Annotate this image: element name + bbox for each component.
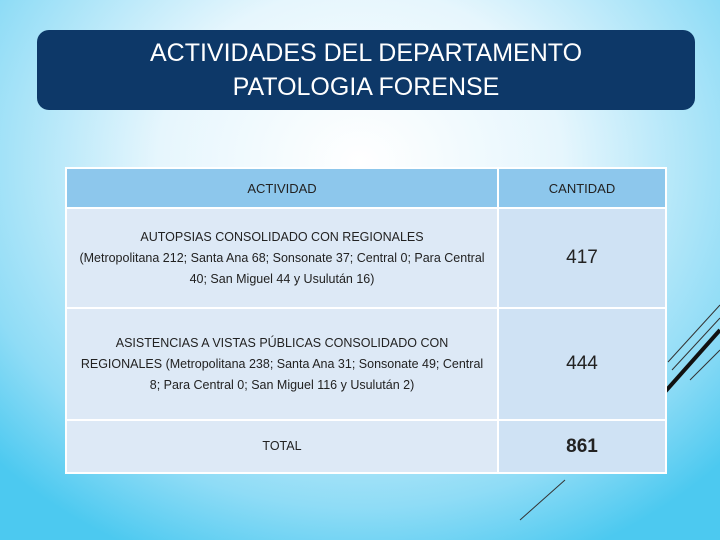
activity: AUTOPSIAS CONSOLIDADO CON REGIONALES — [140, 229, 424, 244]
deco-line — [671, 317, 720, 371]
row: AUTOPSIAS CONSOLIDADO CON REGIONALES (Met… — [65, 207, 667, 309]
total-amount: 861 — [497, 419, 667, 474]
total-label: TOTAL — [65, 419, 499, 474]
deco-line — [689, 349, 720, 381]
row: ASISTENCIAS A VISTAS PÚBLICAS CONSOLIDAD… — [65, 307, 667, 421]
activity-cell: AUTOPSIAS CONSOLIDADO CON REGIONALES (Met… — [65, 207, 499, 309]
activity-cell: ASISTENCIAS A VISTAS PÚBLICAS CONSOLIDAD… — [65, 307, 499, 421]
title-box: ACTIVIDADES DEL DEPARTAMENTO PATOLOGIA F… — [37, 30, 695, 110]
activity-table: ACTIVIDAD CANTIDAD AUTOPSIAS CONSOLIDADO… — [65, 167, 667, 474]
activity: ASISTENCIAS A VISTAS PÚBLICAS CONSOLIDAD… — [80, 335, 449, 371]
deco-line — [667, 304, 720, 363]
amount-cell: 417 — [497, 207, 667, 309]
deco-line — [519, 479, 566, 521]
header-cell: CANTIDAD — [497, 167, 667, 209]
title-line: PATOLOGIA FORENSE — [232, 73, 500, 101]
header-cell: ACTIVIDAD — [65, 167, 499, 209]
detail: (Metropolitana 238; Santa Ana 31; Sonson… — [149, 356, 484, 392]
title-line: ACTIVIDADES DEL DEPARTAMENTO — [149, 39, 583, 67]
detail: (Metropolitana 212; Santa Ana 68; Sonson… — [79, 250, 485, 286]
amount-cell: 444 — [497, 307, 667, 421]
header-row: ACTIVIDAD CANTIDAD — [65, 167, 667, 209]
total-row: TOTAL 861 — [65, 419, 667, 474]
